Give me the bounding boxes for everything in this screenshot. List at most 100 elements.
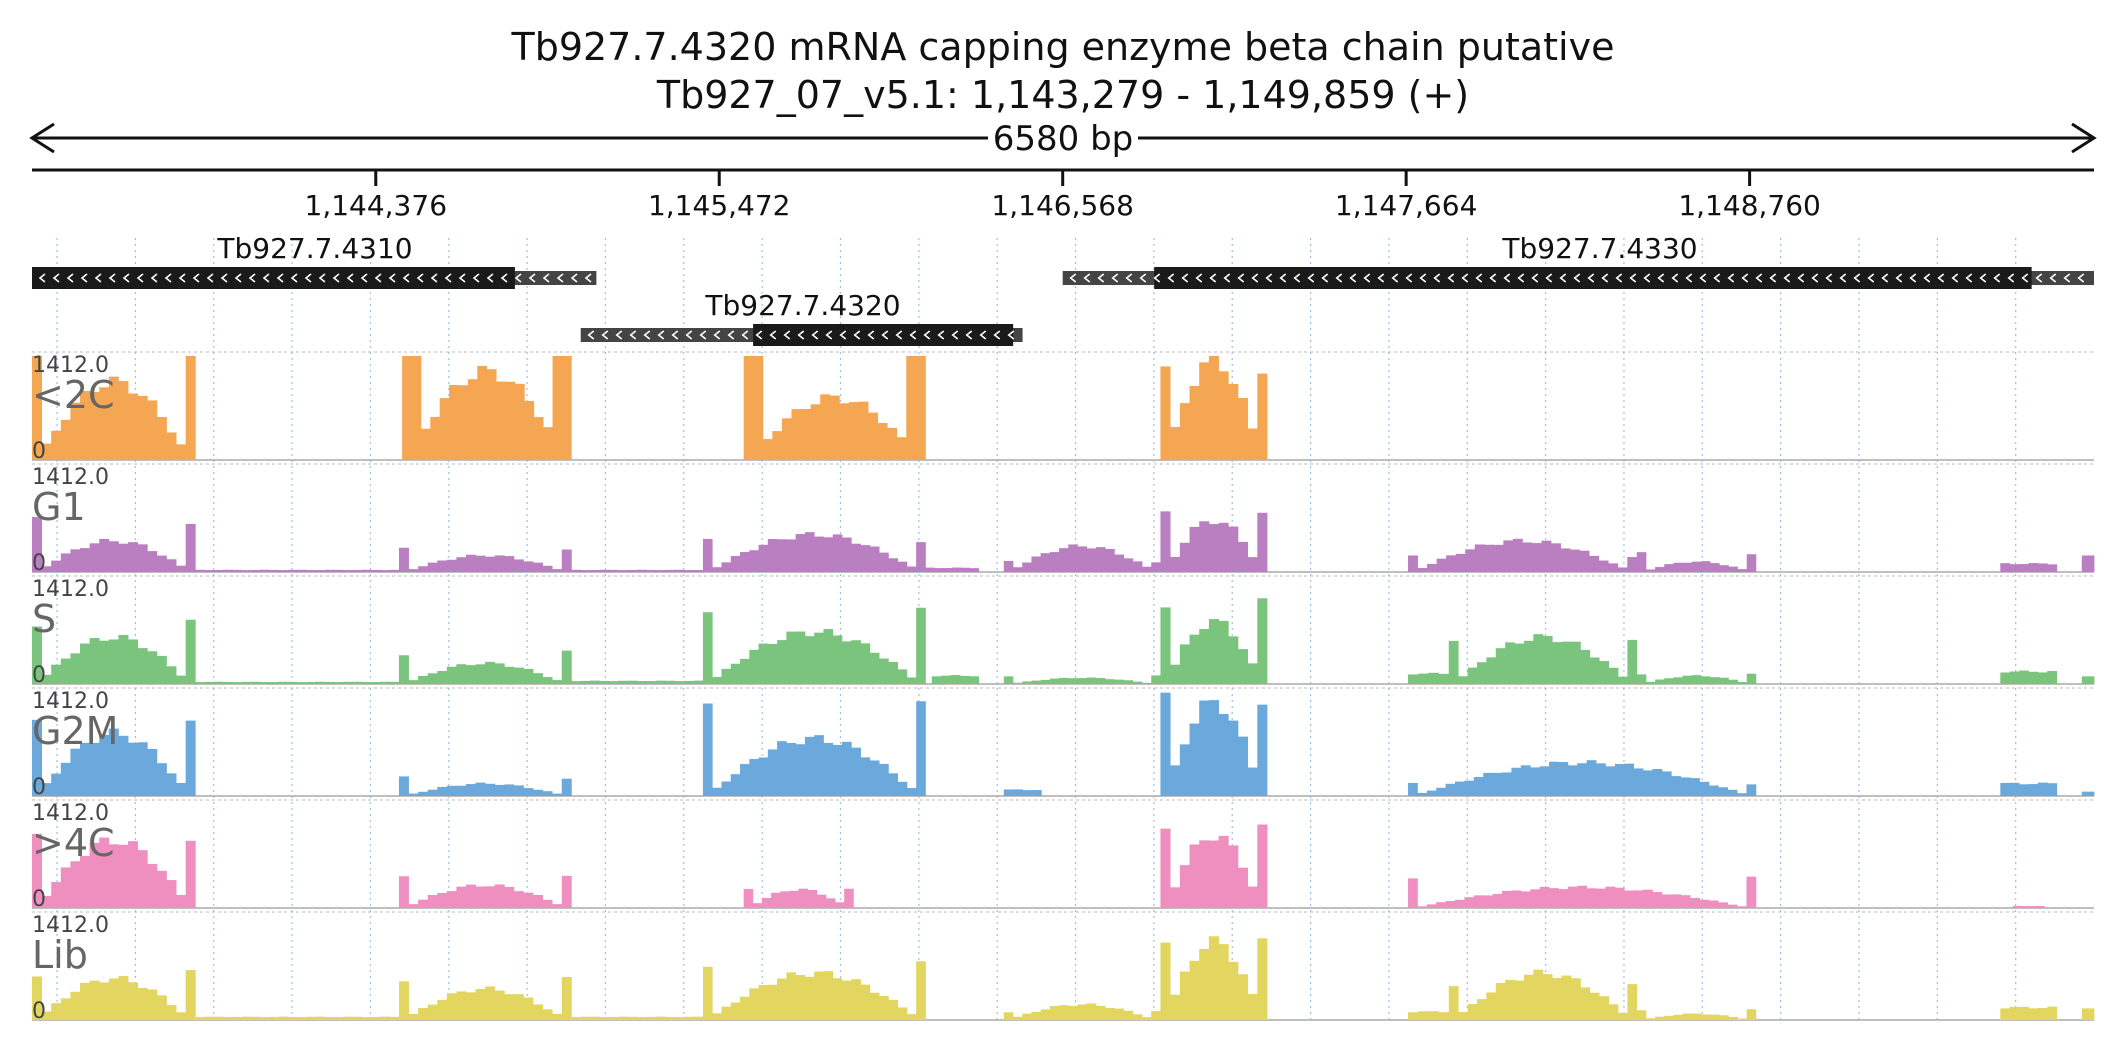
strand-chevron-icon xyxy=(388,273,396,283)
coverage-bar xyxy=(580,1016,591,1020)
strand-chevron-icon xyxy=(220,273,228,283)
coverage-bar xyxy=(147,989,158,1020)
coverage-bar xyxy=(916,961,926,1020)
coverage-bar xyxy=(969,568,980,572)
coverage-bar xyxy=(334,682,344,684)
coverage-bar xyxy=(1237,736,1249,796)
track-min-label: 0 xyxy=(32,663,46,688)
coverage-bar xyxy=(1512,538,1523,572)
coverage-bar xyxy=(1408,1012,1419,1020)
coverage-bar xyxy=(1542,635,1553,684)
coverage-bar xyxy=(475,782,486,796)
strand-chevron-icon xyxy=(895,330,903,340)
coverage-bar xyxy=(1552,978,1562,1020)
coverage-bar xyxy=(418,566,429,572)
coverage-bar xyxy=(1179,865,1190,908)
coverage-bar xyxy=(1095,547,1106,572)
strand-chevron-icon xyxy=(1237,273,1245,283)
coverage-bar xyxy=(456,991,467,1020)
coverage-bar xyxy=(467,379,478,460)
coverage-bar xyxy=(542,677,553,684)
coverage-bar xyxy=(494,663,505,684)
coverage-bar xyxy=(1746,1009,1757,1020)
coverage-bar xyxy=(655,570,666,572)
coverage-bar xyxy=(32,356,43,460)
coverage-bar xyxy=(1570,549,1580,572)
coverage-bar xyxy=(41,783,52,796)
coverage-bar xyxy=(1567,765,1578,796)
coverage-bar xyxy=(1237,867,1249,908)
coverage-bar xyxy=(430,416,441,460)
coverage-bar xyxy=(41,443,52,460)
coverage-bar xyxy=(70,549,81,572)
coverage-bar xyxy=(684,680,694,684)
coverage-bar xyxy=(1031,680,1042,684)
coverage-track: 1412.0 0 >4C xyxy=(32,799,2094,912)
strand-chevron-icon xyxy=(192,273,200,283)
coverage-bar xyxy=(60,553,71,572)
coverage-bar xyxy=(1486,992,1497,1020)
coverage-bar xyxy=(2009,1006,2020,1020)
coverage-bar xyxy=(278,1016,289,1020)
coverage-bar xyxy=(1247,557,1258,572)
coverage-bar xyxy=(1645,681,1656,684)
coverage-bar xyxy=(1237,974,1249,1020)
strand-chevron-icon xyxy=(601,330,609,340)
coverage-bar xyxy=(185,619,196,684)
coverage-bar xyxy=(408,904,419,908)
coverage-bar xyxy=(1417,906,1428,908)
coverage-bar xyxy=(702,612,713,684)
coverage-bar xyxy=(118,634,129,684)
coverage-bar xyxy=(646,681,657,684)
coverage-bar xyxy=(1105,1008,1115,1020)
strand-chevron-icon xyxy=(1279,273,1287,283)
strand-chevron-icon xyxy=(1755,273,1763,283)
coverage-bar xyxy=(1465,549,1476,572)
coverage-bar xyxy=(1257,824,1268,908)
coverage-bar xyxy=(156,555,167,572)
coverage-bar xyxy=(915,356,926,460)
coverage-bar xyxy=(1502,890,1512,908)
coverage-bar xyxy=(1710,563,1720,572)
coverage-bar xyxy=(571,681,582,684)
coverage-bar xyxy=(456,785,467,796)
coverage-bar xyxy=(627,1016,638,1020)
coverage-bar xyxy=(1189,634,1200,684)
coverage-bar xyxy=(590,570,600,572)
coverage-bar xyxy=(60,658,71,684)
coverage-bar xyxy=(1160,828,1171,908)
coverage-bar xyxy=(552,1013,563,1020)
strand-chevron-icon xyxy=(1153,273,1161,283)
coverage-bar xyxy=(1247,767,1258,796)
axis-tick-label: 1,146,568 xyxy=(991,189,1134,222)
strand-chevron-icon xyxy=(1167,273,1175,283)
left-arrow-icon xyxy=(29,122,55,154)
coverage-bar xyxy=(32,976,43,1020)
coverage-bar xyxy=(287,1016,298,1020)
coverage-bar xyxy=(456,557,467,572)
coverage-bar xyxy=(51,430,62,460)
coverage-bar xyxy=(749,550,759,572)
track-name: G2M xyxy=(32,709,118,753)
strand-chevron-icon xyxy=(80,273,88,283)
coverage-bar xyxy=(730,774,741,796)
strand-chevron-icon xyxy=(318,273,326,283)
coverage-bar xyxy=(458,385,469,460)
coverage-bar xyxy=(665,1016,676,1020)
coverage-bar xyxy=(446,559,457,572)
coverage-bar xyxy=(533,1004,543,1020)
coverage-bar xyxy=(561,549,572,572)
coverage-bar xyxy=(204,570,215,572)
strand-chevron-icon xyxy=(1181,273,1189,283)
coverage-bar xyxy=(2081,676,2095,684)
coverage-bar xyxy=(513,891,524,908)
coverage-bar xyxy=(315,570,326,572)
coverage-bar xyxy=(561,778,572,796)
coverage-bar xyxy=(1012,1016,1023,1020)
coverage-bar xyxy=(1179,971,1190,1020)
axis-tick-label: 1,145,472 xyxy=(648,189,791,222)
coverage-bar xyxy=(777,741,787,796)
strand-chevron-icon xyxy=(1125,273,1133,283)
coverage-bar xyxy=(418,675,429,684)
coverage-bar xyxy=(1549,761,1559,796)
